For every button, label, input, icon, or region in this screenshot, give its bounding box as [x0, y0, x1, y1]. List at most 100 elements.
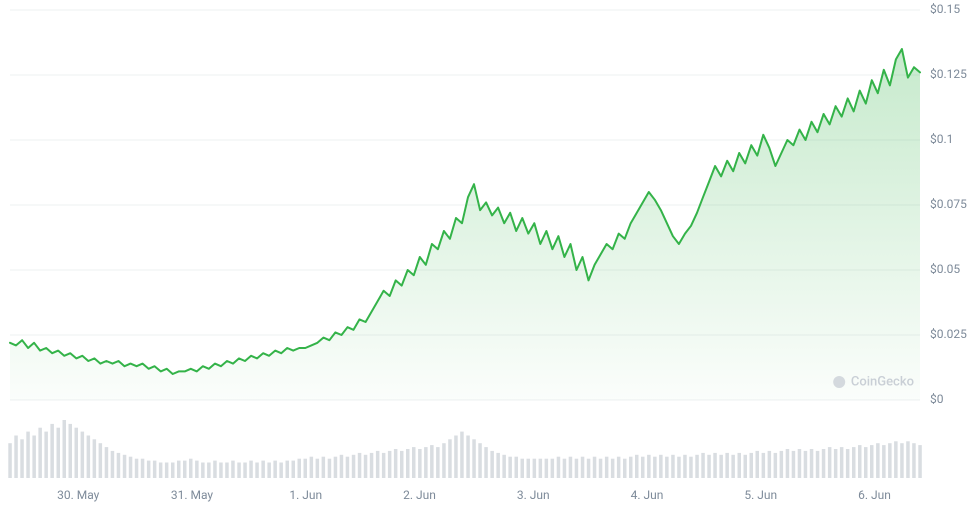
y-axis-label: $0.025: [930, 327, 967, 341]
volume-bar: [286, 461, 290, 478]
x-axis-label: 4. Jun: [631, 488, 664, 502]
volume-bar: [918, 445, 922, 478]
volume-bar: [713, 453, 717, 478]
y-axis-label: $0: [930, 392, 944, 406]
volume-bar: [261, 461, 265, 478]
volume-bar: [346, 457, 350, 478]
volume-bar: [593, 457, 597, 478]
volume-bar: [454, 436, 458, 479]
volume-bar: [147, 461, 151, 478]
volume-bar: [786, 449, 790, 478]
volume-bar: [834, 449, 838, 478]
volume-bar: [852, 447, 856, 478]
volume-bar: [340, 455, 344, 478]
volume-bar: [822, 449, 826, 478]
volume-bar: [334, 457, 338, 478]
volume-bar: [316, 459, 320, 478]
volume-bar: [472, 439, 476, 478]
volume-bar: [557, 457, 561, 478]
volume-bar: [135, 459, 139, 478]
volume-bar: [527, 459, 531, 478]
volume-bar: [683, 455, 687, 478]
volume-bar: [502, 455, 506, 478]
volume-bar: [328, 459, 332, 478]
volume-bar: [508, 457, 512, 478]
volume-bar: [382, 453, 386, 478]
volume-bar: [629, 457, 633, 478]
volume-bar: [689, 457, 693, 478]
volume-bar: [665, 457, 669, 478]
volume-bar: [177, 461, 181, 478]
volume-bar: [738, 453, 742, 478]
volume-bar: [569, 457, 573, 478]
volume-bar: [255, 463, 258, 479]
volume-bar: [478, 443, 482, 478]
price-chart[interactable]: $0.15$0.125$0.1$0.075$0.05$0.025$0 30. M…: [0, 0, 980, 511]
volume-bar: [358, 453, 362, 478]
volume-bar: [804, 451, 808, 478]
volume-bar: [545, 459, 549, 478]
volume-bar: [32, 436, 36, 479]
volume-bar: [195, 461, 199, 478]
volume-bar: [298, 459, 302, 478]
volume-bar: [605, 457, 609, 478]
volume-bar: [225, 463, 229, 479]
volume-bar: [725, 453, 729, 478]
volume-bar: [888, 443, 892, 478]
volume-bar: [792, 451, 796, 478]
volume-bar: [231, 461, 235, 478]
volume-bar: [533, 459, 537, 478]
volume-bar: [539, 459, 543, 478]
y-axis-label: $0.15: [930, 2, 960, 16]
x-axis-label: 6. Jun: [858, 488, 891, 502]
volume-bar: [310, 457, 314, 478]
volume-bar: [695, 455, 699, 478]
volume-bar: [237, 463, 241, 479]
volume-bar: [701, 453, 705, 478]
volume-bar: [623, 459, 627, 478]
volume-bar: [731, 455, 735, 478]
volume-bar: [99, 443, 103, 478]
volume-bar: [430, 445, 434, 478]
volume-bar: [810, 449, 814, 478]
volume-bar: [828, 447, 832, 478]
volume-bar: [882, 445, 886, 478]
volume-bar: [159, 463, 163, 479]
volume-bar: [105, 447, 109, 478]
volume-bar: [153, 461, 157, 478]
volume-bar: [322, 457, 326, 478]
volume-bar: [780, 451, 784, 478]
volume-bar: [484, 447, 488, 478]
volume-bar: [207, 463, 211, 479]
volume-bar: [400, 451, 404, 478]
volume-bar: [496, 453, 500, 478]
volume-bar: [563, 459, 567, 478]
y-axis-label: $0.125: [930, 67, 967, 81]
volume-bar: [840, 447, 844, 478]
volume-bar: [292, 461, 296, 478]
volume-bar: [774, 453, 778, 478]
volume-bar: [900, 443, 904, 478]
volume-bar: [14, 436, 17, 479]
volume-bar: [279, 463, 283, 479]
volume-bars: [8, 420, 922, 478]
volume-bar: [243, 463, 247, 479]
volume-bar: [647, 455, 651, 478]
volume-bar: [370, 453, 374, 478]
volume-bar: [165, 463, 169, 479]
x-axis-label: 31. May: [171, 488, 214, 502]
volume-bar: [768, 451, 772, 478]
volume-bar: [364, 455, 368, 478]
volume-bar: [858, 445, 862, 478]
volume-bar: [442, 443, 446, 478]
volume-bar: [551, 459, 555, 478]
volume-bar: [846, 449, 850, 478]
volume-bar: [201, 463, 205, 479]
chart-svg: $0.15$0.125$0.1$0.075$0.05$0.025$0 30. M…: [0, 0, 980, 511]
volume-bar: [189, 459, 193, 478]
volume-bar: [171, 463, 175, 479]
volume-bar: [641, 457, 645, 478]
volume-bar: [424, 447, 428, 478]
x-axis-label: 30. May: [57, 488, 100, 502]
volume-bar: [183, 461, 187, 478]
